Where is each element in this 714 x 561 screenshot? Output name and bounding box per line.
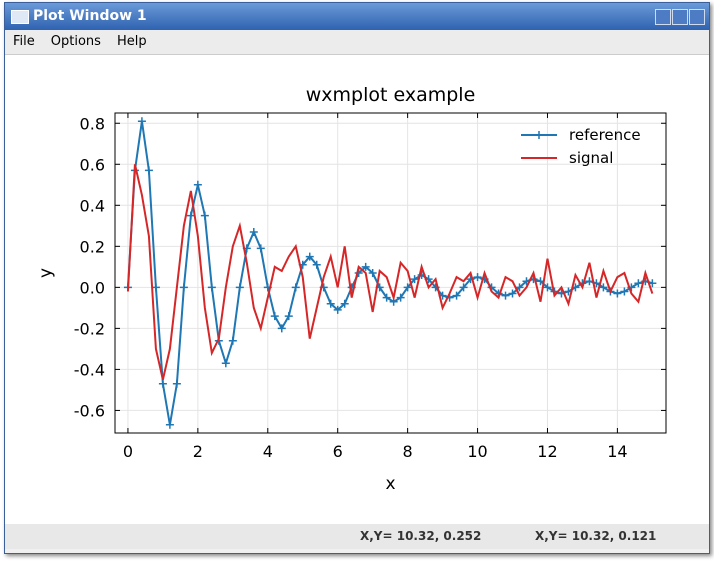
x-tick-label: 0 <box>123 442 133 461</box>
marker <box>410 275 419 284</box>
marker <box>368 269 377 277</box>
chart-title: wxmplot example <box>306 84 476 106</box>
y-tick-label: -0.6 <box>74 401 105 420</box>
marker <box>291 283 300 292</box>
x-tick-label: 14 <box>607 442 627 461</box>
y-tick-label: 0.6 <box>80 155 105 174</box>
y-tick-label: -0.2 <box>74 319 105 338</box>
marker <box>270 312 279 321</box>
marker <box>186 211 195 220</box>
plot-frame <box>114 112 667 434</box>
marker <box>305 252 314 261</box>
status-text: X,Y= 10.32, 0.121 <box>535 529 657 543</box>
marker <box>599 283 608 292</box>
marker <box>508 289 517 298</box>
x-tick-label: 8 <box>403 442 413 461</box>
marker <box>620 287 629 296</box>
marker <box>543 283 552 292</box>
minimize-button[interactable] <box>655 9 671 25</box>
marker <box>515 283 524 292</box>
y-tick-label: -0.4 <box>74 360 105 379</box>
marker <box>172 379 181 388</box>
marker <box>200 211 209 220</box>
chart: wxmplot example -0.6 -0.4 -0.2 0.0 0.2 0.4 0.6 0… <box>36 84 667 494</box>
marker <box>473 273 482 282</box>
marker <box>403 283 412 292</box>
y-tick-label: 0.2 <box>80 237 105 256</box>
marker <box>277 324 286 333</box>
menu-bar: File Options Help <box>5 30 709 55</box>
y-tick-label: 0.0 <box>80 278 105 297</box>
marker <box>333 305 342 314</box>
marker <box>340 299 349 308</box>
marker <box>235 283 244 292</box>
maximize-button[interactable] <box>672 9 688 25</box>
marker <box>382 293 391 302</box>
marker <box>249 227 258 236</box>
marker <box>179 283 188 292</box>
x-tick-label: 12 <box>537 442 557 461</box>
marker <box>613 289 622 298</box>
marker <box>284 312 293 321</box>
marker <box>137 117 146 126</box>
marker <box>326 299 335 308</box>
y-tick-label: 0.8 <box>80 114 105 133</box>
close-button[interactable] <box>689 9 705 25</box>
marker <box>396 293 405 302</box>
window-title: Plot Window 1 <box>33 8 147 24</box>
series-line <box>126 121 653 425</box>
x-tick-label: 4 <box>263 442 273 461</box>
x-tick-label: 10 <box>467 442 487 461</box>
title-bar: Plot Window 1 <box>5 3 709 30</box>
marker <box>221 359 230 368</box>
menu-item[interactable]: Help <box>116 34 147 49</box>
status-bar: X,Y= 10.32, 0.252 X,Y= 10.32, 0.121 <box>5 524 709 549</box>
x-tick-label: 2 <box>193 442 203 461</box>
marker <box>585 277 594 286</box>
marker <box>459 283 468 292</box>
marker <box>158 379 167 388</box>
legend-label: signal <box>569 149 613 167</box>
menu-item[interactable]: Options <box>50 34 101 49</box>
series-line <box>126 164 654 380</box>
marker <box>361 262 370 271</box>
legend-marker <box>535 131 543 139</box>
y-tick-label: 0.4 <box>80 196 105 215</box>
marker <box>144 166 153 175</box>
menu-item[interactable]: File <box>13 34 35 49</box>
window: Plot Window 1 File Options Help wxmplot ex… <box>4 2 710 554</box>
marker <box>207 283 216 292</box>
marker <box>256 244 265 253</box>
y-axis-label: y <box>36 268 56 278</box>
marker <box>312 260 321 269</box>
marker <box>452 291 461 300</box>
legend-label: reference <box>569 126 641 144</box>
marker <box>165 420 174 429</box>
marker <box>193 180 202 189</box>
marker <box>501 291 510 300</box>
plot-panel: wxmplot example -0.6 -0.4 -0.2 0.0 0.2 0.4 0.6 0… <box>5 55 709 524</box>
status-text: X,Y= 10.32, 0.252 <box>360 529 482 543</box>
x-axis-label: x <box>385 474 395 494</box>
marker <box>228 336 237 345</box>
marker <box>634 279 643 288</box>
x-tick-label: 6 <box>333 442 343 461</box>
marker <box>151 283 160 292</box>
